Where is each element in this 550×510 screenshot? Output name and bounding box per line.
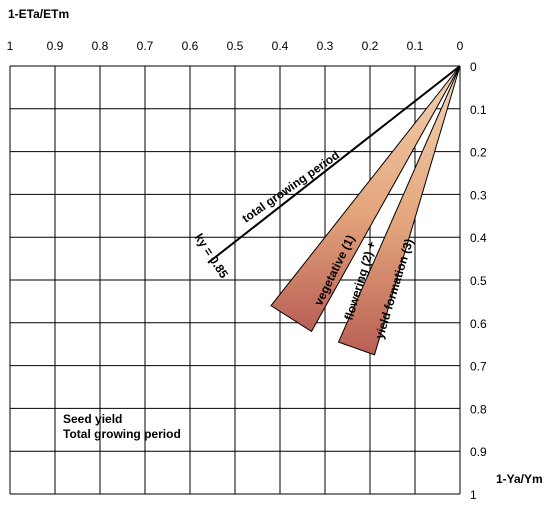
y-tick-label: 0.8: [470, 402, 487, 416]
right-axis-title: 1-Ya/Ym: [496, 472, 543, 486]
series-layer: [207, 65, 461, 264]
x-tick-label: 0.4: [272, 39, 289, 53]
y-tick-label: 0.4: [470, 231, 487, 245]
y-tick-label: 0.1: [470, 103, 487, 117]
y-tick-label: 0.7: [470, 360, 487, 374]
y-tick-label: 1: [470, 488, 477, 502]
top-axis-title: 1-ETa/ETm: [8, 7, 70, 21]
y-tick-label: 0.6: [470, 317, 487, 331]
y-tick-label: 0.5: [470, 274, 487, 288]
series-line-total: [207, 65, 461, 264]
y-tick-label: 0.3: [470, 188, 487, 202]
y-tick-label: 0.9: [470, 445, 487, 459]
wedge-2: [337, 65, 461, 356]
y-tick-label: 0: [470, 60, 477, 74]
wedge-1: [270, 65, 461, 333]
x-tick-label: 0: [457, 39, 464, 53]
chart-note: Seed yield Total growing period: [63, 412, 181, 442]
x-tick-label: 0.9: [47, 39, 64, 53]
chart-grid: [9, 65, 461, 495]
note-total-growing-period: Total growing period: [63, 427, 181, 441]
x-tick-label: 0.7: [137, 39, 154, 53]
x-tick-label: 0.2: [362, 39, 379, 53]
x-tick-label: 0.6: [182, 39, 199, 53]
wedge-layer: [270, 65, 461, 356]
y-tick-label: 0.2: [470, 146, 487, 160]
x-tick-label: 0.8: [92, 39, 109, 53]
y-tick-labels: 0 0.1 0.2 0.3 0.4 0.5 0.6 0.7 0.8 0.9 1: [470, 60, 487, 502]
label-total-growing-period: total growing period: [239, 148, 342, 226]
x-tick-label: 0.3: [317, 39, 334, 53]
x-tick-label: 0.5: [227, 39, 244, 53]
x-tick-label: 1: [7, 39, 14, 53]
note-seed-yield: Seed yield: [63, 412, 123, 426]
x-tick-label: 0.1: [407, 39, 424, 53]
x-tick-labels: 1 0.9 0.8 0.7 0.6 0.5 0.4 0.3 0.2 0.1 0: [7, 39, 464, 53]
label-ky: ky = 0.85: [192, 231, 231, 281]
